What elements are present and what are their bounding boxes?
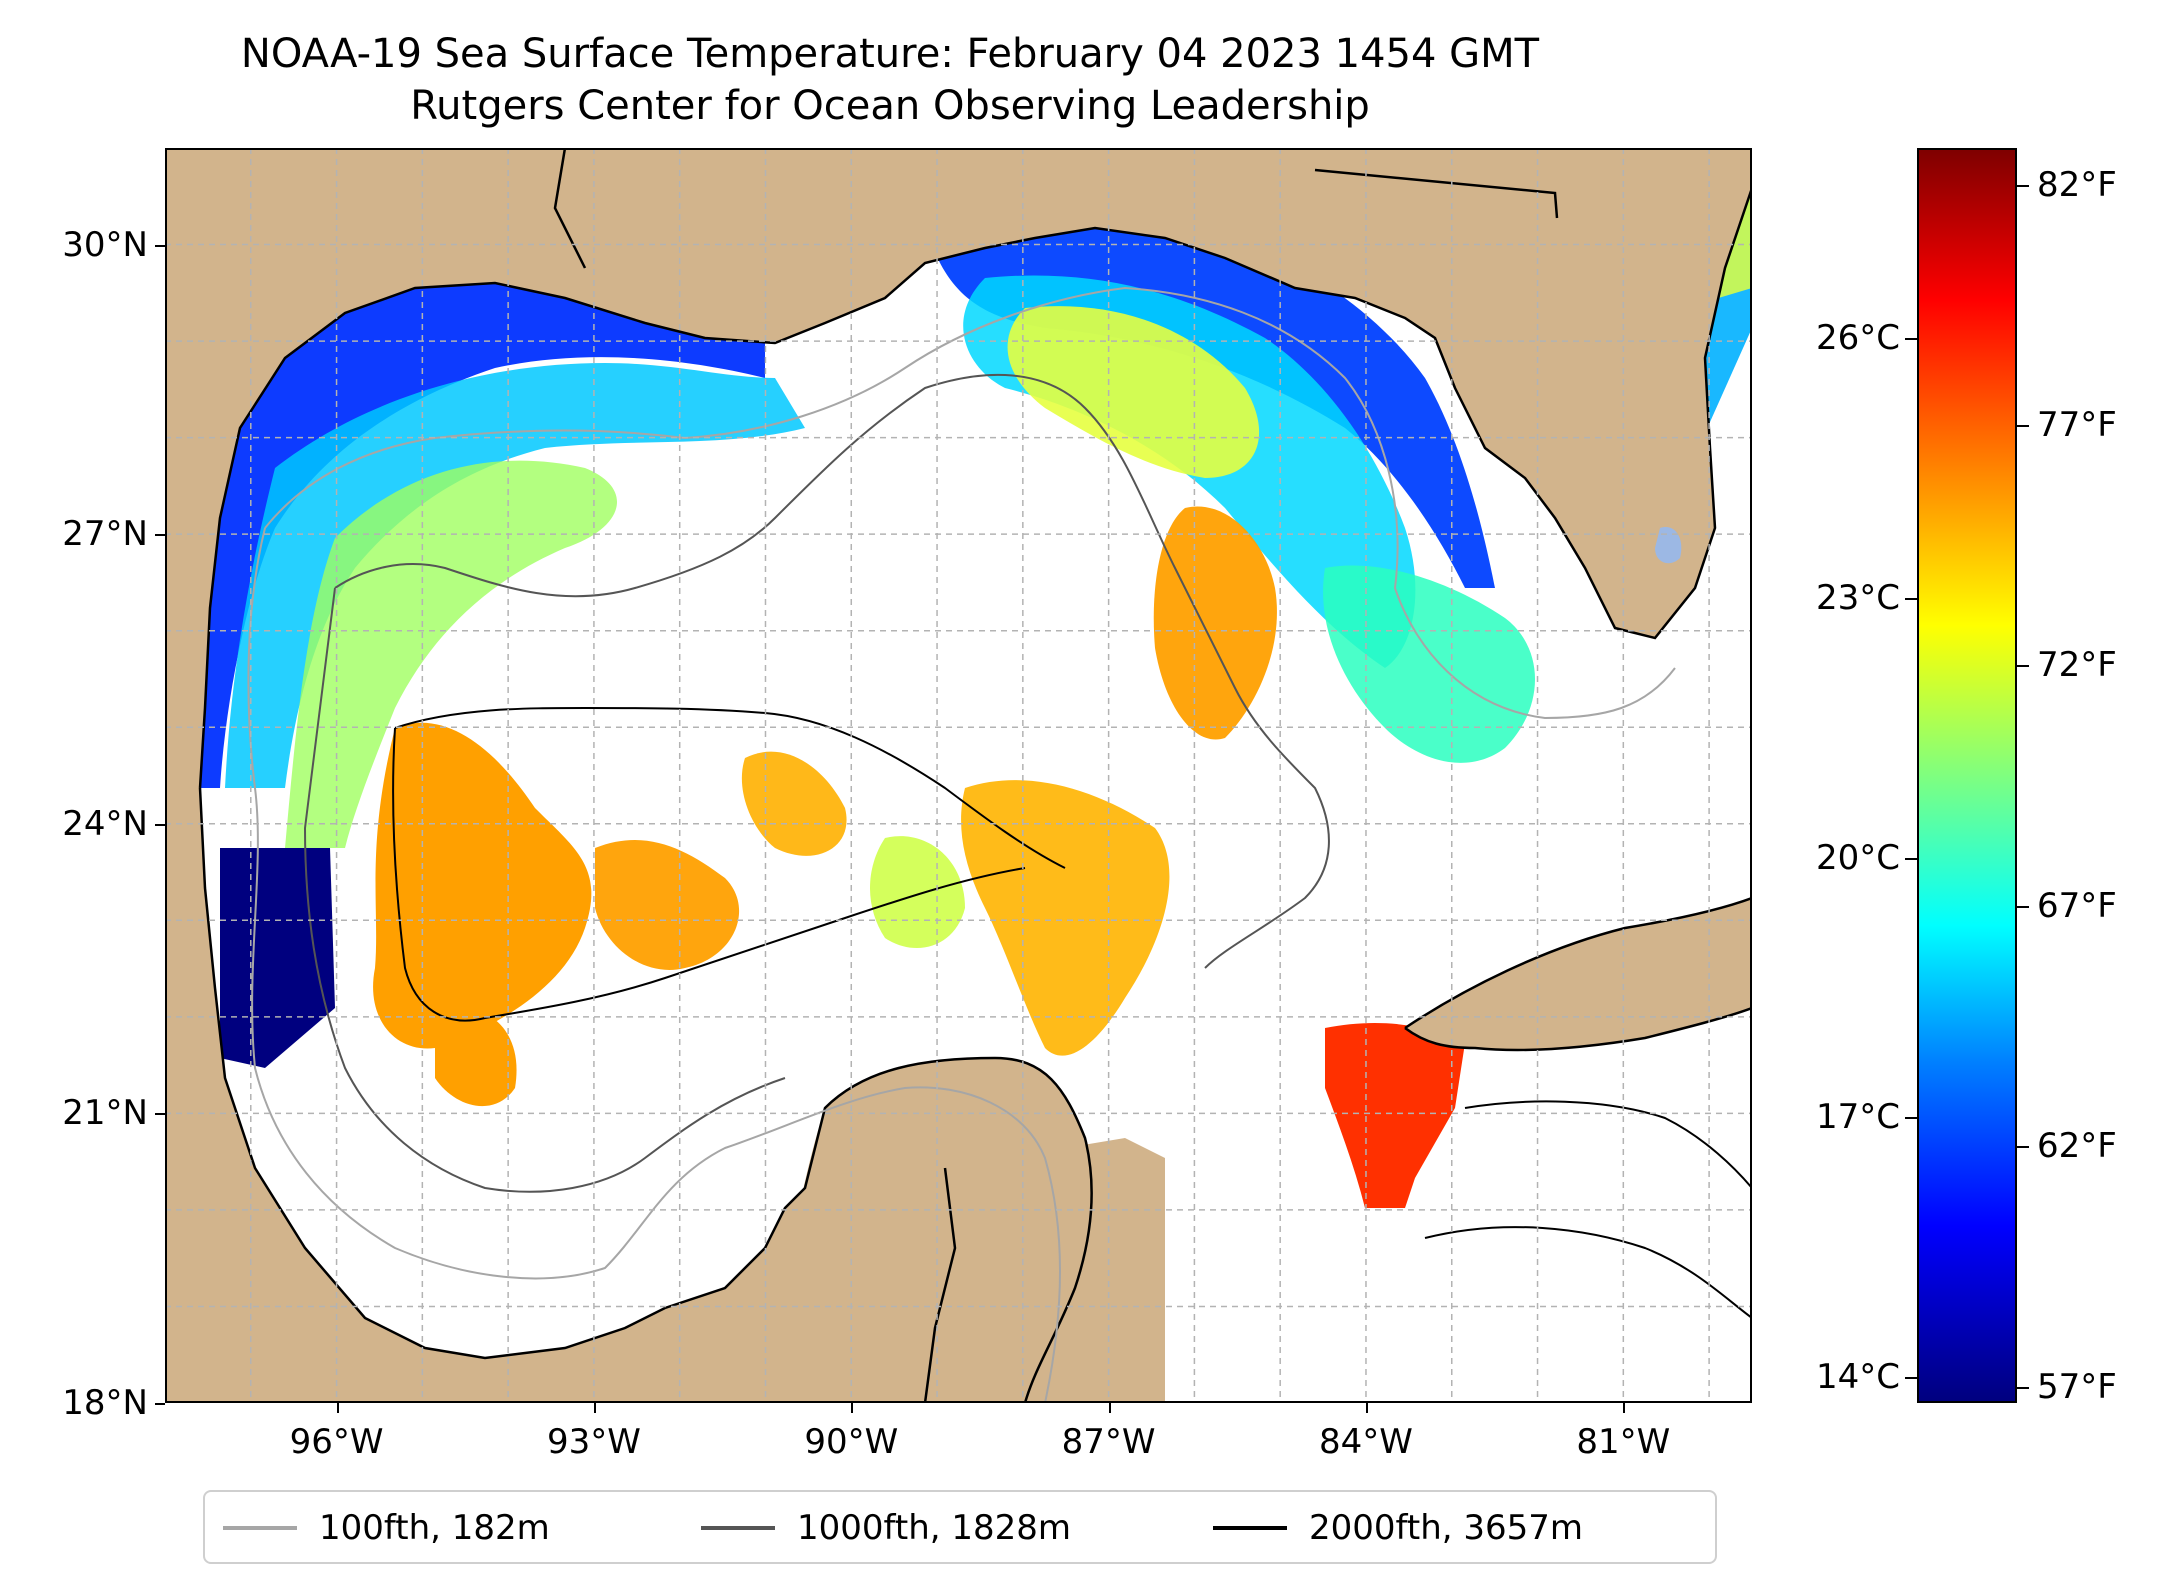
land-layer <box>165 148 1752 1403</box>
sst-patch-caribbean-hot <box>1325 1023 1465 1208</box>
colorbar-tick-f <box>2017 424 2029 427</box>
colorbar-label-celsius: 23°C <box>1815 578 1900 619</box>
colorbar-tick-c <box>1905 857 1917 860</box>
colorbar-label-fahrenheit: 72°F <box>2037 645 2117 686</box>
land-florida-lake <box>1655 527 1682 564</box>
colorbar-label-fahrenheit: 62°F <box>2037 1126 2117 1167</box>
temperature-colorbar <box>1917 148 2017 1403</box>
land-yucatan <box>765 1058 1092 1403</box>
colorbar-label-fahrenheit: 67°F <box>2037 885 2117 926</box>
colorbar-label-fahrenheit: 77°F <box>2037 404 2117 445</box>
sst-patch-central-hot <box>373 722 592 1049</box>
sst-patch-florida-shelf <box>1323 565 1535 763</box>
colorbar-label-fahrenheit: 57°F <box>2037 1366 2117 1407</box>
lon-tick-mark <box>851 1403 854 1413</box>
lon-tick-mark <box>593 1403 596 1413</box>
lon-tick-mark <box>1365 1403 1368 1413</box>
lon-tick-mark <box>1623 1403 1626 1413</box>
colorbar-label-celsius: 17°C <box>1815 1097 1900 1138</box>
lat-tick-mark <box>155 1113 165 1116</box>
lat-tick-mark <box>155 823 165 826</box>
graticule <box>165 148 1752 1403</box>
coastline-mexico <box>198 787 1093 1403</box>
coastline-cuba <box>1404 896 1752 1052</box>
map-title: NOAA-19 Sea Surface Temperature: Februar… <box>240 31 1540 77</box>
sst-map[interactable] <box>165 148 1752 1403</box>
colorbar-tick-c <box>1905 338 1917 341</box>
lat-tick-mark <box>155 534 165 537</box>
colorbar-tick-f <box>2017 665 2029 668</box>
colorbar-label-celsius: 20°C <box>1815 837 1900 878</box>
lat-tick-label: 18°N <box>62 1383 148 1423</box>
contour-100fth <box>247 286 1676 1403</box>
sst-patch-south-hot <box>435 1006 517 1107</box>
border-state <box>1314 168 1559 219</box>
colorbar-tick-c <box>1905 598 1917 601</box>
sst-patch-west-cold <box>185 256 765 788</box>
colorbar-tick-c <box>1905 1377 1917 1380</box>
colorbar-label-fahrenheit: 82°F <box>2037 164 2117 205</box>
legend-item-2000fth: 2000fth, 3657m <box>1213 1506 1583 1550</box>
sst-patch-west-cool <box>225 363 805 788</box>
lon-tick-mark <box>336 1403 339 1413</box>
land-cuba <box>1405 898 1752 1050</box>
lat-tick-mark <box>155 244 165 247</box>
legend-label-100fth: 100fth, 182m <box>319 1508 550 1548</box>
border-us-mexico <box>553 148 587 269</box>
lon-tick-label: 81°W <box>1576 1422 1671 1462</box>
colorbar-tick-c <box>1905 1117 1917 1120</box>
coastline-us <box>198 187 1752 789</box>
land-us-gulf-coast <box>165 148 1752 788</box>
colorbar-label-celsius: 14°C <box>1815 1357 1900 1398</box>
legend-swatch-100fth <box>223 1526 297 1530</box>
sst-data-layer <box>185 158 1752 1208</box>
colorbar-tick-f <box>2017 905 2029 908</box>
legend-item-1000fth: 1000fth, 1828m <box>701 1506 1071 1550</box>
colorbar-tick-f <box>2017 184 2029 187</box>
lat-tick-label: 30°N <box>62 224 148 265</box>
sst-patch-north-mild <box>1007 306 1260 478</box>
legend-label-2000fth: 2000fth, 3657m <box>1309 1508 1584 1548</box>
sst-patch-mid-warm <box>741 751 847 856</box>
colorbar-label-celsius: 26°C <box>1815 318 1900 359</box>
lon-tick-label: 90°W <box>804 1422 899 1462</box>
lon-tick-label: 87°W <box>1061 1422 1156 1462</box>
legend-swatch-2000fth <box>1213 1526 1287 1530</box>
sst-patch-far-west-dark <box>220 848 335 1068</box>
colorbar-tick-f <box>2017 1146 2029 1149</box>
legend-item-100fth: 100fth, 182m <box>223 1506 550 1550</box>
lat-tick-label: 27°N <box>62 514 148 555</box>
contour-1000fth <box>303 373 1330 1193</box>
bathymetry-legend: 100fth, 182m 1000fth, 1828m 2000fth, 365… <box>203 1490 1717 1564</box>
legend-swatch-1000fth <box>701 1526 775 1530</box>
border-central-america <box>923 1167 957 1403</box>
lat-tick-mark <box>155 1403 165 1405</box>
lon-tick-label: 93°W <box>546 1422 641 1462</box>
coastline-layer <box>198 148 1752 1403</box>
lat-tick-label: 24°N <box>62 803 148 844</box>
sst-patch-loop-current-hot <box>1153 506 1277 740</box>
sst-patch-central-hot-2 <box>595 839 740 970</box>
legend-label-1000fth: 1000fth, 1828m <box>797 1508 1072 1548</box>
lon-tick-mark <box>1108 1403 1111 1413</box>
colorbar-tick-f <box>2017 1386 2029 1389</box>
sst-patch-south-central-warm <box>961 780 1170 1056</box>
lon-tick-label: 84°W <box>1319 1422 1413 1462</box>
sst-patch-west-mild <box>285 460 618 848</box>
lat-tick-label: 21°N <box>62 1093 148 1134</box>
map-subtitle: Rutgers Center for Ocean Observing Leade… <box>410 83 1370 129</box>
lon-tick-label: 96°W <box>289 1422 384 1462</box>
